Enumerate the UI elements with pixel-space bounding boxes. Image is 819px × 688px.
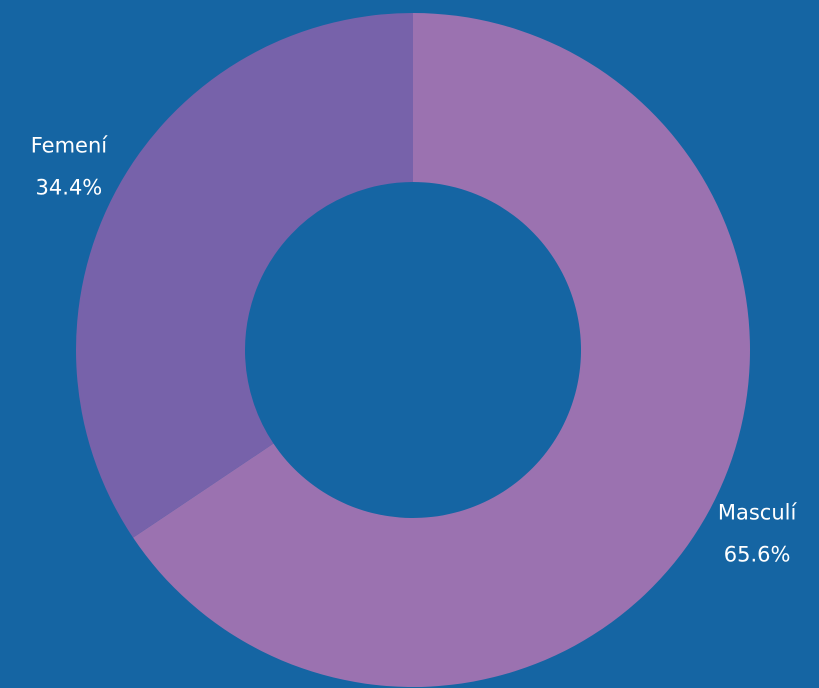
value-label: 65.6% — [724, 543, 791, 567]
slice-label: Femení — [31, 133, 109, 157]
slice-label: Masculí — [718, 501, 798, 525]
value-label: 34.4% — [36, 175, 103, 199]
slice — [133, 13, 751, 687]
slice — [75, 13, 413, 538]
